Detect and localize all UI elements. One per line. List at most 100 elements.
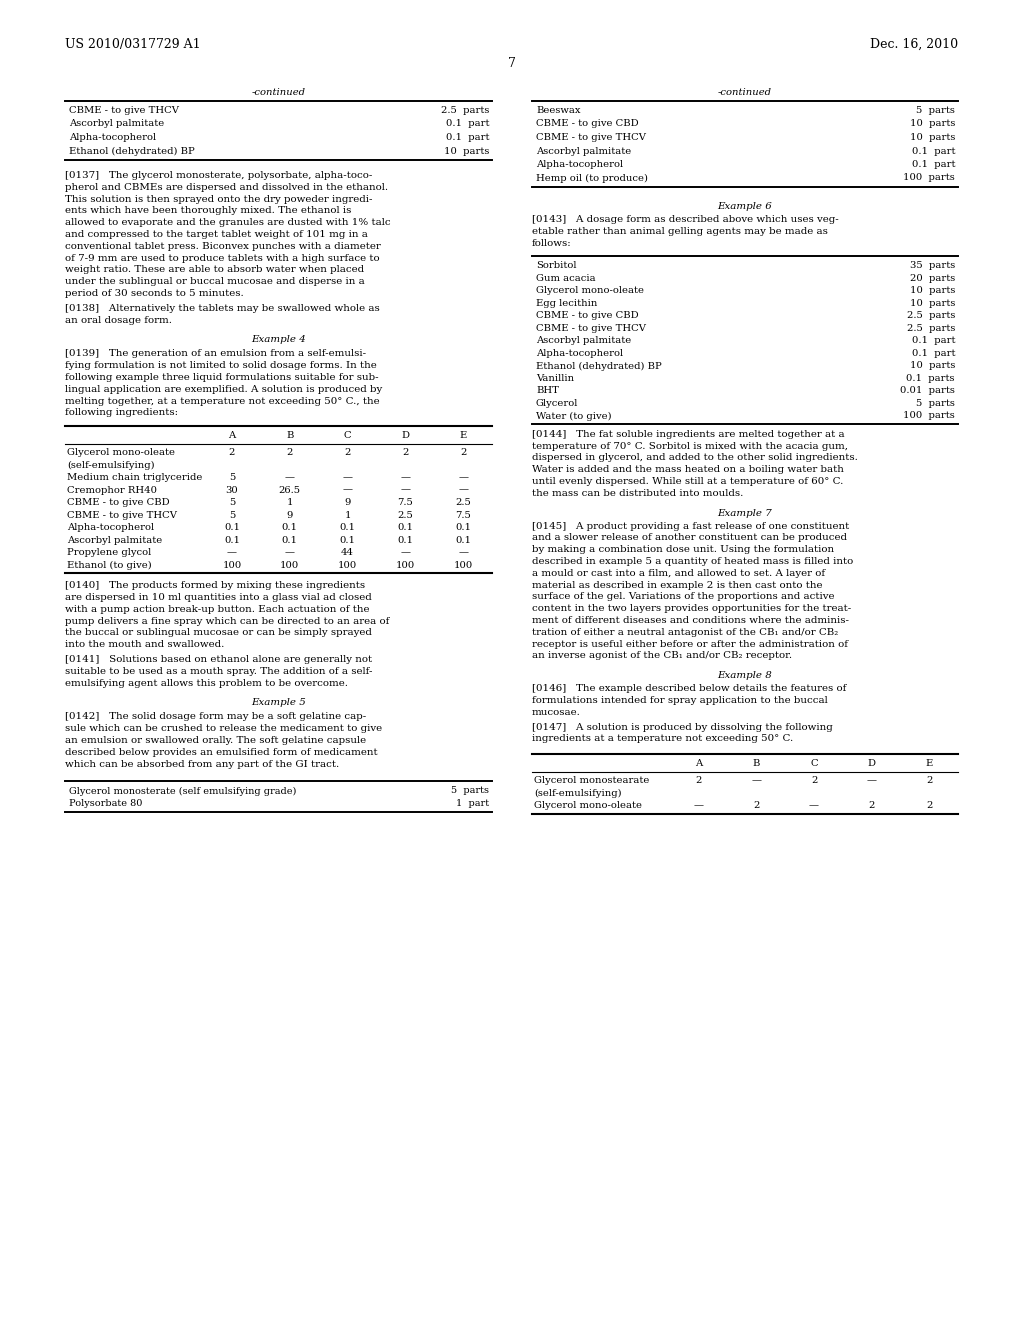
Text: Ascorbyl palmitate: Ascorbyl palmitate: [69, 120, 164, 128]
Text: Water is added and the mass heated on a boiling water bath: Water is added and the mass heated on a …: [532, 466, 844, 474]
Text: are dispersed in 10 ml quantities into a glass vial ad closed: are dispersed in 10 ml quantities into a…: [65, 593, 372, 602]
Text: [0140]   The products formed by mixing these ingredients: [0140] The products formed by mixing the…: [65, 581, 366, 590]
Text: following ingredients:: following ingredients:: [65, 408, 178, 417]
Text: following example three liquid formulations suitable for sub-: following example three liquid formulati…: [65, 374, 379, 381]
Text: 10  parts: 10 parts: [909, 362, 955, 371]
Text: 1: 1: [344, 511, 351, 520]
Text: an emulsion or swallowed orally. The soft gelatine capsule: an emulsion or swallowed orally. The sof…: [65, 737, 367, 744]
Text: —: —: [694, 801, 703, 810]
Text: CBME - to give THCV: CBME - to give THCV: [536, 133, 646, 143]
Text: 0.1: 0.1: [282, 536, 298, 545]
Text: A: A: [228, 432, 236, 440]
Text: 26.5: 26.5: [279, 486, 301, 495]
Text: Example 7: Example 7: [718, 508, 772, 517]
Text: pherol and CBMEs are dispersed and dissolved in the ethanol.: pherol and CBMEs are dispersed and disso…: [65, 182, 388, 191]
Text: 10  parts: 10 parts: [909, 133, 955, 143]
Text: —: —: [458, 473, 468, 482]
Text: and a slower release of another constituent can be produced: and a slower release of another constitu…: [532, 533, 847, 543]
Text: CBME - to give THCV: CBME - to give THCV: [69, 106, 179, 115]
Text: material as described in example 2 is then cast onto the: material as described in example 2 is th…: [532, 581, 822, 590]
Text: content in the two layers provides opportunities for the treat-: content in the two layers provides oppor…: [532, 605, 851, 614]
Text: etable rather than animal gelling agents may be made as: etable rather than animal gelling agents…: [532, 227, 827, 236]
Text: 100  parts: 100 parts: [903, 412, 955, 420]
Text: Glycerol mono-oleate: Glycerol mono-oleate: [534, 801, 642, 810]
Text: CBME - to give THCV: CBME - to give THCV: [536, 323, 646, 333]
Text: Glycerol monosterate (self emulsifying grade): Glycerol monosterate (self emulsifying g…: [69, 787, 296, 796]
Text: [0139]   The generation of an emulsion from a self-emulsi-: [0139] The generation of an emulsion fro…: [65, 350, 367, 359]
Text: CBME - to give CBD: CBME - to give CBD: [67, 498, 170, 507]
Text: 5  parts: 5 parts: [451, 787, 489, 796]
Text: mucosae.: mucosae.: [532, 708, 581, 717]
Text: temperature of 70° C. Sorbitol is mixed with the acacia gum,: temperature of 70° C. Sorbitol is mixed …: [532, 442, 848, 450]
Text: 30: 30: [225, 486, 239, 495]
Text: ment of different diseases and conditions where the adminis-: ment of different diseases and condition…: [532, 616, 849, 626]
Text: This solution is then sprayed onto the dry poweder ingredi-: This solution is then sprayed onto the d…: [65, 194, 373, 203]
Text: 2.5: 2.5: [397, 511, 414, 520]
Text: 0.1  parts: 0.1 parts: [906, 374, 955, 383]
Text: CBME - to give CBD: CBME - to give CBD: [536, 312, 639, 321]
Text: 1: 1: [287, 498, 293, 507]
Text: dispersed in glycerol, and added to the other solid ingredients.: dispersed in glycerol, and added to the …: [532, 454, 858, 462]
Text: 5  parts: 5 parts: [916, 106, 955, 115]
Text: described below provides an emulsified form of medicament: described below provides an emulsified f…: [65, 748, 378, 756]
Text: melting together, at a temperature not exceeding 50° C., the: melting together, at a temperature not e…: [65, 396, 380, 405]
Text: 0.1  part: 0.1 part: [911, 160, 955, 169]
Text: Example 4: Example 4: [251, 335, 306, 345]
Text: 20  parts: 20 parts: [909, 275, 955, 282]
Text: 9: 9: [344, 498, 350, 507]
Text: E: E: [460, 432, 467, 440]
Text: until evenly dispersed. While still at a temperature of 60° C.: until evenly dispersed. While still at a…: [532, 477, 844, 486]
Text: Ethanol (dehydrated) BP: Ethanol (dehydrated) BP: [69, 147, 195, 156]
Text: 0.1  part: 0.1 part: [911, 337, 955, 346]
Text: —: —: [458, 548, 468, 557]
Text: 44: 44: [341, 548, 354, 557]
Text: tration of either a neutral antagonist of the CB₁ and/or CB₂: tration of either a neutral antagonist o…: [532, 628, 839, 636]
Text: Vanillin: Vanillin: [536, 374, 574, 383]
Text: [0138]   Alternatively the tablets may be swallowed whole as: [0138] Alternatively the tablets may be …: [65, 304, 380, 313]
Text: —: —: [400, 473, 411, 482]
Text: 0.1: 0.1: [224, 536, 240, 545]
Text: A: A: [695, 759, 702, 768]
Text: B: B: [753, 759, 760, 768]
Text: ents which have been thoroughly mixed. The ethanol is: ents which have been thoroughly mixed. T…: [65, 206, 351, 215]
Text: the mass can be distributed into moulds.: the mass can be distributed into moulds.: [532, 488, 743, 498]
Text: Example 5: Example 5: [251, 698, 306, 708]
Text: follows:: follows:: [532, 239, 571, 248]
Text: —: —: [752, 776, 762, 785]
Text: 100  parts: 100 parts: [903, 173, 955, 182]
Text: Ethanol (dehydrated) BP: Ethanol (dehydrated) BP: [536, 362, 662, 371]
Text: 2: 2: [287, 449, 293, 457]
Text: —: —: [342, 473, 352, 482]
Text: 2: 2: [402, 449, 409, 457]
Text: 7.5: 7.5: [397, 498, 414, 507]
Text: allowed to evaporate and the granules are dusted with 1% talc: allowed to evaporate and the granules ar…: [65, 218, 390, 227]
Text: Dec. 16, 2010: Dec. 16, 2010: [869, 38, 958, 51]
Text: 0.1: 0.1: [455, 536, 471, 545]
Text: 2: 2: [695, 776, 702, 785]
Text: 2: 2: [868, 801, 874, 810]
Text: 2: 2: [926, 776, 933, 785]
Text: described in example 5 a quantity of heated mass is filled into: described in example 5 a quantity of hea…: [532, 557, 853, 566]
Text: 2.5  parts: 2.5 parts: [906, 312, 955, 321]
Text: [0147]   A solution is produced by dissolving the following: [0147] A solution is produced by dissolv…: [532, 722, 833, 731]
Text: under the sublingual or buccal mucosae and disperse in a: under the sublingual or buccal mucosae a…: [65, 277, 365, 286]
Text: Ascorbyl palmitate: Ascorbyl palmitate: [536, 147, 631, 156]
Text: 1  part: 1 part: [456, 800, 489, 808]
Text: Glycerol monostearate: Glycerol monostearate: [534, 776, 649, 785]
Text: receptor is useful either before or after the administration of: receptor is useful either before or afte…: [532, 640, 848, 648]
Text: Polysorbate 80: Polysorbate 80: [69, 800, 142, 808]
Text: 2: 2: [344, 449, 350, 457]
Text: Water (to give): Water (to give): [536, 412, 611, 421]
Text: —: —: [400, 548, 411, 557]
Text: Glycerol mono-oleate: Glycerol mono-oleate: [536, 286, 644, 296]
Text: Medium chain triglyceride: Medium chain triglyceride: [67, 473, 203, 482]
Text: Gum acacia: Gum acacia: [536, 275, 596, 282]
Text: Alpha-tocopherol: Alpha-tocopherol: [536, 160, 624, 169]
Text: Ethanol (to give): Ethanol (to give): [67, 561, 152, 570]
Text: Glycerol mono-oleate: Glycerol mono-oleate: [67, 449, 175, 457]
Text: Propylene glycol: Propylene glycol: [67, 548, 152, 557]
Text: by making a combination dose unit. Using the formulation: by making a combination dose unit. Using…: [532, 545, 835, 554]
Text: [0143]   A dosage form as described above which uses veg-: [0143] A dosage form as described above …: [532, 215, 839, 224]
Text: 10  parts: 10 parts: [909, 286, 955, 296]
Text: Hemp oil (to produce): Hemp oil (to produce): [536, 173, 648, 182]
